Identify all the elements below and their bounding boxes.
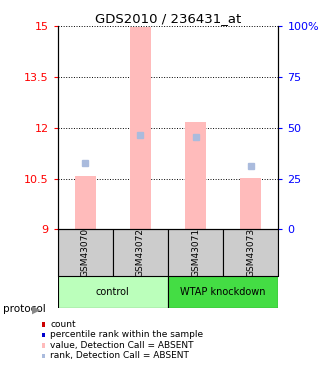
Text: count: count <box>50 320 76 329</box>
Text: GSM43072: GSM43072 <box>136 228 145 277</box>
Text: ▶: ▶ <box>32 304 41 314</box>
Text: GSM43073: GSM43073 <box>246 228 255 277</box>
Bar <box>168 276 278 308</box>
Text: percentile rank within the sample: percentile rank within the sample <box>50 330 204 339</box>
Bar <box>113 230 168 276</box>
Text: value, Detection Call = ABSENT: value, Detection Call = ABSENT <box>50 341 194 350</box>
Bar <box>168 230 223 276</box>
Text: GSM43070: GSM43070 <box>81 228 90 277</box>
Text: protocol: protocol <box>3 304 46 314</box>
Text: control: control <box>96 287 130 297</box>
Bar <box>75 176 96 230</box>
Bar <box>58 230 113 276</box>
Bar <box>240 178 261 230</box>
Bar <box>130 27 151 230</box>
Bar <box>58 276 168 308</box>
Bar <box>223 230 278 276</box>
Text: GSM43071: GSM43071 <box>191 228 200 277</box>
Title: GDS2010 / 236431_at: GDS2010 / 236431_at <box>95 12 241 25</box>
Bar <box>185 122 206 230</box>
Text: rank, Detection Call = ABSENT: rank, Detection Call = ABSENT <box>50 351 189 360</box>
Text: WTAP knockdown: WTAP knockdown <box>180 287 266 297</box>
